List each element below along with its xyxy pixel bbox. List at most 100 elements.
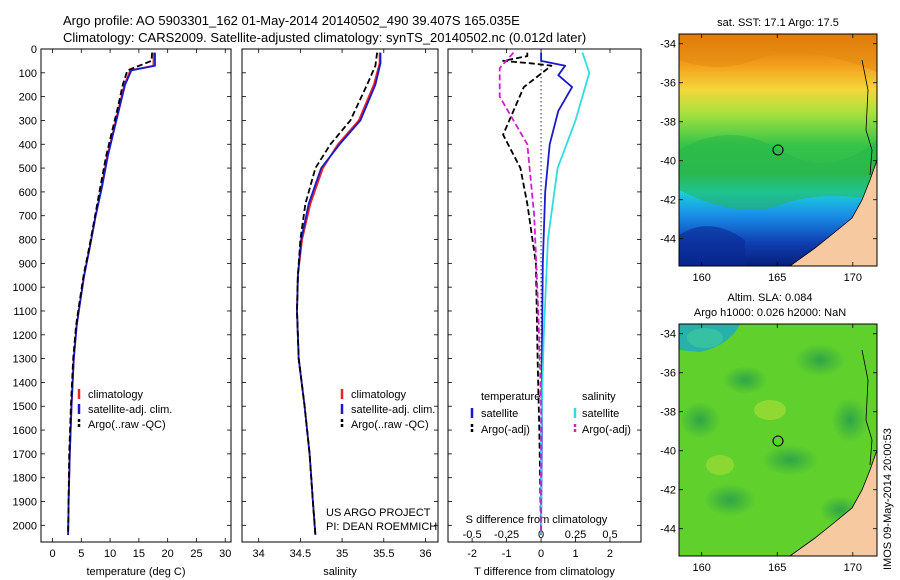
difference-panel: -2 -1 0 1 2 T difference from climatology -0.5…	[447, 48, 642, 578]
y-tick-label: 1400	[13, 377, 37, 389]
legend-label: satellite	[582, 408, 619, 420]
x-tick-label: 0	[538, 548, 544, 560]
salinity-panel: 34 34.5 35 35.5 36 salinity climatology satelli…	[241, 48, 439, 578]
y-tick-label: 900	[19, 258, 37, 270]
y-tick-label: 1300	[13, 354, 37, 366]
x-axis-label: temperature (deg C)	[86, 566, 185, 578]
s-axis-label: S difference from climatology	[466, 514, 608, 526]
x-tick-label: 35	[336, 548, 348, 560]
map-y-tick-label: -38	[660, 117, 676, 129]
legend-label: Argo(-adj)	[582, 424, 631, 436]
y-tick-label: 100	[19, 68, 37, 80]
x-tick-label: 0	[49, 548, 55, 560]
y-tick-label: 0	[31, 44, 37, 56]
x-tick-label: 35.5	[373, 548, 394, 560]
x-tick-label: 34.5	[290, 548, 311, 560]
s-tick-label: 0	[538, 529, 544, 541]
plot-frame	[241, 48, 439, 543]
map-x-tick-label: 160	[692, 562, 710, 574]
plot-frame	[40, 48, 232, 543]
legend-label: satellite-adj. clim.	[88, 404, 172, 416]
s-tick-label: 0.5	[602, 529, 617, 541]
y-tick-label: 1700	[13, 449, 37, 461]
y-tick-label: 400	[19, 139, 37, 151]
series-line	[296, 52, 378, 535]
map-y-tick-label: -44	[660, 234, 676, 246]
y-tick-label: 1900	[13, 497, 37, 509]
temperature-panel: 0100200300400500600700800900100011001200…	[13, 44, 232, 578]
series-line	[296, 52, 382, 535]
series-group	[498, 52, 591, 535]
map-x-tick-label: 170	[844, 272, 862, 284]
y-tick-label: 2000	[13, 520, 37, 532]
map-y-tick-label: -38	[660, 407, 676, 419]
y-tick-label: 800	[19, 235, 37, 247]
series-line	[67, 52, 153, 535]
x-tick-label: 30	[219, 548, 231, 560]
map-y-tick-label: -36	[660, 368, 676, 380]
x-tick-label: 36	[419, 548, 431, 560]
legend-title: salinity	[582, 391, 616, 403]
map-y-tick-label: -40	[660, 446, 676, 458]
series-line	[498, 52, 542, 535]
map-y-tick-label: -36	[660, 78, 676, 90]
map-y-tick-label: -34	[660, 39, 676, 51]
legend-title: temperature	[481, 391, 540, 403]
x-tick-label: 34	[253, 548, 265, 560]
argo-location-marker-2	[772, 435, 784, 447]
series-group	[296, 52, 382, 535]
y-tick-label: 1600	[13, 425, 37, 437]
header-line-2: Climatology: CARS2009. Satellite-adjuste…	[63, 30, 586, 45]
x-tick-label: 10	[104, 548, 116, 560]
map-y-tick-label: -42	[660, 485, 676, 497]
sst-map-title: sat. SST: 17.1 Argo: 17.5	[717, 17, 839, 29]
series-line	[540, 52, 573, 535]
x-tick-label: 1	[572, 548, 578, 560]
sla-map-title-2: Argo h1000: 0.026 h2000: NaN	[694, 307, 846, 319]
map-y-tick-label: -42	[660, 195, 676, 207]
x-axis-label: T difference from climatology	[474, 566, 615, 578]
project-label: US ARGO PROJECT	[326, 507, 431, 519]
x-axis-label: salinity	[323, 566, 357, 578]
x-tick-label: 5	[78, 548, 84, 560]
series-group	[67, 52, 156, 535]
y-tick-label: 700	[19, 211, 37, 223]
map-y-tick-label: -34	[660, 329, 676, 341]
sla-map-title-1: Altim. SLA: 0.084	[728, 292, 813, 304]
y-tick-label: 1000	[13, 282, 37, 294]
legend-label: satellite	[481, 408, 518, 420]
legend-label: Argo(..raw -QC)	[88, 419, 166, 431]
sst-map: sat. SST: 17.1 Argo: 17.5 -34 -36 -38 -40 -4…	[660, 17, 878, 284]
x-tick-label: 2	[607, 548, 613, 560]
s-tick-label: 0.25	[565, 529, 586, 541]
map-x-tick-label: 165	[768, 562, 786, 574]
y-tick-label: 1500	[13, 401, 37, 413]
map-x-tick-label: 170	[844, 562, 862, 574]
x-tick-label: 25	[190, 548, 202, 560]
s-tick-label: -0.5	[463, 529, 482, 541]
land-mass	[789, 159, 877, 266]
y-tick-label: 300	[19, 115, 37, 127]
map-y-tick-label: -40	[660, 156, 676, 168]
plot-frame	[447, 48, 642, 543]
x-tick-label: 15	[133, 548, 145, 560]
y-tick-label: 1800	[13, 473, 37, 485]
map-x-tick-label: 165	[768, 272, 786, 284]
x-tick-label: -2	[467, 548, 477, 560]
timestamp-label: IMOS 09-May-2014 20:00:53	[882, 428, 894, 570]
y-tick-label: 200	[19, 92, 37, 104]
argo-location-marker	[772, 144, 784, 156]
s-tick-label: -0.25	[494, 529, 519, 541]
header-line-1: Argo profile: AO 5903301_162 01-May-2014…	[63, 13, 520, 28]
map-x-tick-label: 160	[692, 272, 710, 284]
y-tick-label: 500	[19, 163, 37, 175]
legend-label: climatology	[351, 389, 407, 401]
map-y-tick-label: -44	[660, 524, 676, 536]
legend-label: climatology	[88, 389, 144, 401]
legend-label: satellite-adj. clim.	[351, 404, 435, 416]
y-tick-label: 1100	[13, 306, 37, 318]
legend-label: Argo(..raw -QC)	[351, 419, 429, 431]
pi-label: PI: DEAN ROEMMICH	[326, 521, 437, 533]
series-line	[502, 52, 553, 535]
